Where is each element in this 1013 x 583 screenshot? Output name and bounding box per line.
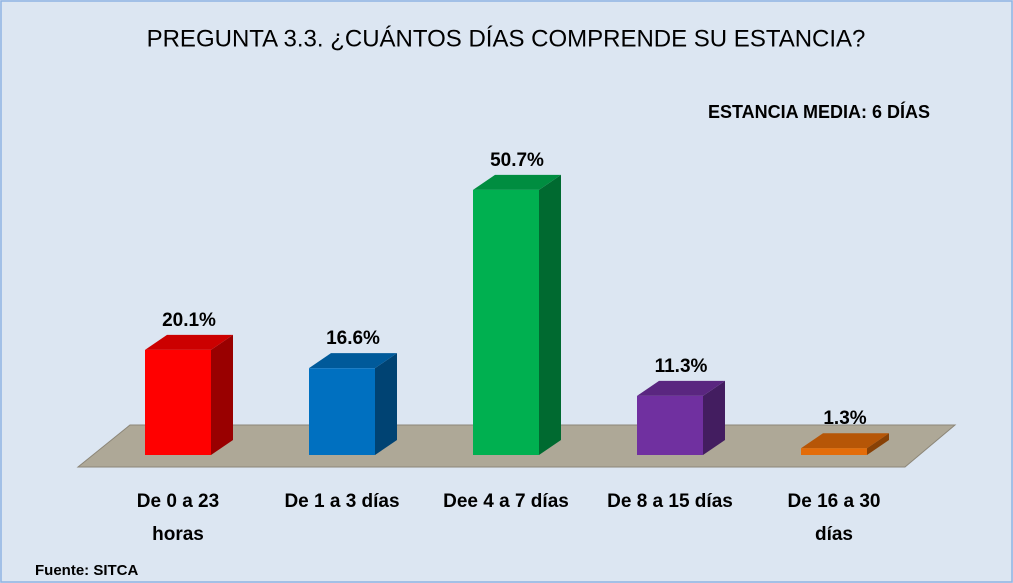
value-label: 1.3% [823, 408, 866, 429]
x-tick-label: De 16 a 30 días [787, 491, 881, 545]
x-tick-label: De 0 a 23 horas [136, 491, 220, 545]
bar-top [473, 174, 561, 190]
bar-side [703, 380, 725, 455]
bar-top [801, 433, 889, 449]
bar-top [309, 353, 397, 369]
source: Fuente: SITCA [35, 562, 138, 579]
chart-title: PREGUNTA 3.3. ¿CUÁNTOS DÍAS COMPRENDE SU… [147, 25, 866, 52]
bar-side [867, 433, 889, 455]
bar [801, 448, 867, 455]
bar [309, 368, 375, 455]
bar [473, 189, 539, 456]
x-tick-label: De 1 a 3 días [284, 491, 400, 512]
bar-top [637, 380, 725, 396]
annotation: ESTANCIA MEDIA: 6 DÍAS [708, 101, 930, 122]
x-tick-label: Dee 4 a 7 días [443, 491, 569, 512]
bar [637, 395, 703, 455]
bar [145, 349, 211, 455]
value-label: 16.6% [326, 328, 380, 349]
bar-side [539, 174, 561, 456]
value-label: 20.1% [162, 310, 216, 331]
bar-side [211, 334, 233, 455]
bar-top [145, 334, 233, 350]
value-label: 50.7% [490, 150, 544, 171]
value-label: 11.3% [655, 356, 708, 377]
x-tick-label: De 8 a 15 días [607, 491, 733, 512]
bar-side [375, 353, 397, 455]
